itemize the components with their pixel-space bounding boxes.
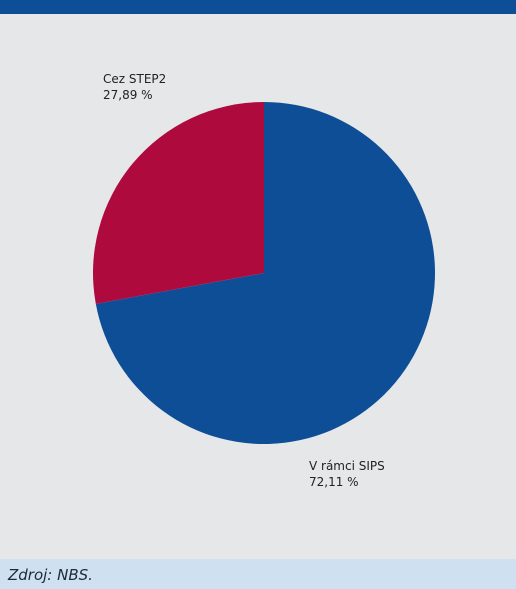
label-v-ramci-sips-name: V rámci SIPS [309, 459, 385, 473]
pie-slice-cez-step2 [93, 102, 264, 304]
label-v-ramci-sips: V rámci SIPS 72,11 % [309, 458, 385, 490]
label-cez-step2-name: Cez STEP2 [103, 72, 167, 86]
pie-slice-v-r-mci-sips [95, 102, 435, 445]
figure-header-bar [0, 0, 516, 14]
source-footer: Zdroj: NBS. [0, 559, 516, 589]
pie-chart-area: Cez STEP2 27,89 % V rámci SIPS 72,11 % [0, 14, 516, 559]
label-v-ramci-sips-value: 72,11 % [309, 475, 359, 489]
label-cez-step2-value: 27,89 % [103, 88, 153, 102]
pie-chart [93, 102, 435, 445]
label-cez-step2: Cez STEP2 27,89 % [103, 71, 166, 103]
source-note: Zdroj: NBS. [8, 566, 93, 584]
